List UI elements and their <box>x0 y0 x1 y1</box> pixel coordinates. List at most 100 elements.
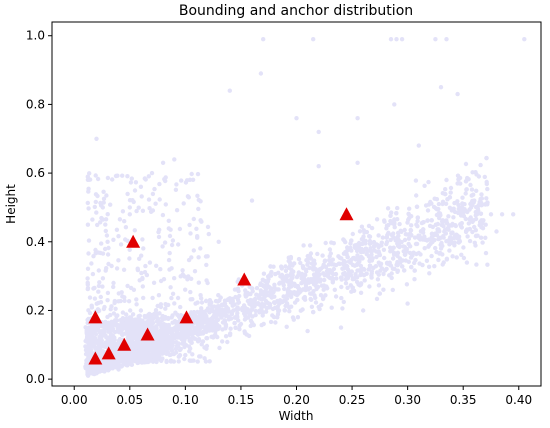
box-point <box>216 239 221 244</box>
box-point <box>207 328 212 333</box>
box-point <box>113 306 118 311</box>
box-point <box>341 299 346 305</box>
box-point <box>165 333 170 338</box>
box-point <box>465 234 470 239</box>
box-point <box>391 245 396 250</box>
box-point <box>348 245 353 250</box>
box-point <box>344 263 349 269</box>
box-point <box>472 198 477 203</box>
box-point <box>296 270 301 275</box>
box-point <box>332 287 337 292</box>
box-point <box>263 298 269 304</box>
box-point <box>172 157 177 162</box>
box-point <box>269 269 274 275</box>
box-point <box>382 255 387 261</box>
box-point <box>381 287 386 292</box>
box-point <box>254 292 259 297</box>
box-point <box>355 253 360 258</box>
box-point <box>349 238 354 243</box>
box-point <box>305 328 310 334</box>
box-point <box>166 344 171 349</box>
box-point <box>143 345 149 351</box>
box-point <box>276 270 281 275</box>
box-point <box>237 327 242 332</box>
box-point <box>169 266 174 271</box>
box-point <box>95 176 101 182</box>
box-point <box>95 193 100 199</box>
box-point <box>367 234 373 239</box>
box-point <box>95 326 100 331</box>
box-point <box>121 267 127 272</box>
box-point <box>430 224 435 230</box>
box-point <box>452 200 457 206</box>
box-point <box>224 306 230 311</box>
box-point <box>101 200 106 205</box>
box-point <box>207 301 212 306</box>
box-point <box>286 286 291 291</box>
box-point <box>177 353 183 358</box>
box-point <box>134 350 139 356</box>
box-point <box>86 251 91 256</box>
box-point <box>463 191 468 196</box>
box-point <box>150 295 155 301</box>
box-point <box>483 250 489 256</box>
box-point <box>484 201 489 206</box>
box-point <box>140 350 145 355</box>
box-point <box>273 320 278 325</box>
box-point <box>189 276 194 281</box>
box-point <box>403 258 408 263</box>
box-point <box>388 37 394 42</box>
box-point <box>279 264 284 269</box>
box-point <box>309 279 314 284</box>
box-point <box>160 317 165 322</box>
box-point <box>375 277 381 282</box>
box-point <box>166 226 171 231</box>
box-point <box>230 309 235 314</box>
box-point <box>441 260 446 265</box>
box-point <box>125 283 130 289</box>
box-point <box>241 307 246 313</box>
box-point <box>437 250 443 256</box>
box-point <box>89 327 94 332</box>
box-point <box>414 241 420 247</box>
box-point <box>179 337 184 342</box>
box-point <box>289 276 295 281</box>
box-point <box>106 261 111 267</box>
box-point <box>446 214 451 219</box>
box-point <box>248 318 254 323</box>
box-point <box>473 213 478 218</box>
box-point <box>429 235 434 240</box>
box-point <box>261 37 266 42</box>
box-point <box>118 298 123 304</box>
box-point <box>191 358 196 363</box>
box-point <box>394 37 399 42</box>
box-point <box>103 268 108 273</box>
box-point <box>86 308 91 313</box>
box-point <box>362 230 367 235</box>
box-point <box>413 178 419 183</box>
box-point <box>361 238 366 243</box>
box-point <box>127 360 132 366</box>
box-point <box>105 239 110 244</box>
box-point <box>409 223 414 228</box>
box-point <box>112 351 117 356</box>
box-point <box>105 298 110 303</box>
box-point <box>480 240 485 245</box>
box-point <box>183 352 188 358</box>
box-point <box>209 307 214 312</box>
box-point <box>488 212 494 217</box>
box-point <box>128 308 133 313</box>
box-point <box>474 188 479 193</box>
box-point <box>105 212 110 217</box>
box-point <box>455 181 460 186</box>
box-point <box>422 246 427 251</box>
box-point <box>412 260 417 266</box>
box-point <box>337 255 343 260</box>
box-point <box>86 189 91 194</box>
box-point <box>405 301 410 306</box>
box-point <box>127 327 132 332</box>
box-point <box>120 173 125 178</box>
box-point <box>134 302 139 307</box>
box-point <box>163 202 168 207</box>
box-point <box>158 332 163 337</box>
